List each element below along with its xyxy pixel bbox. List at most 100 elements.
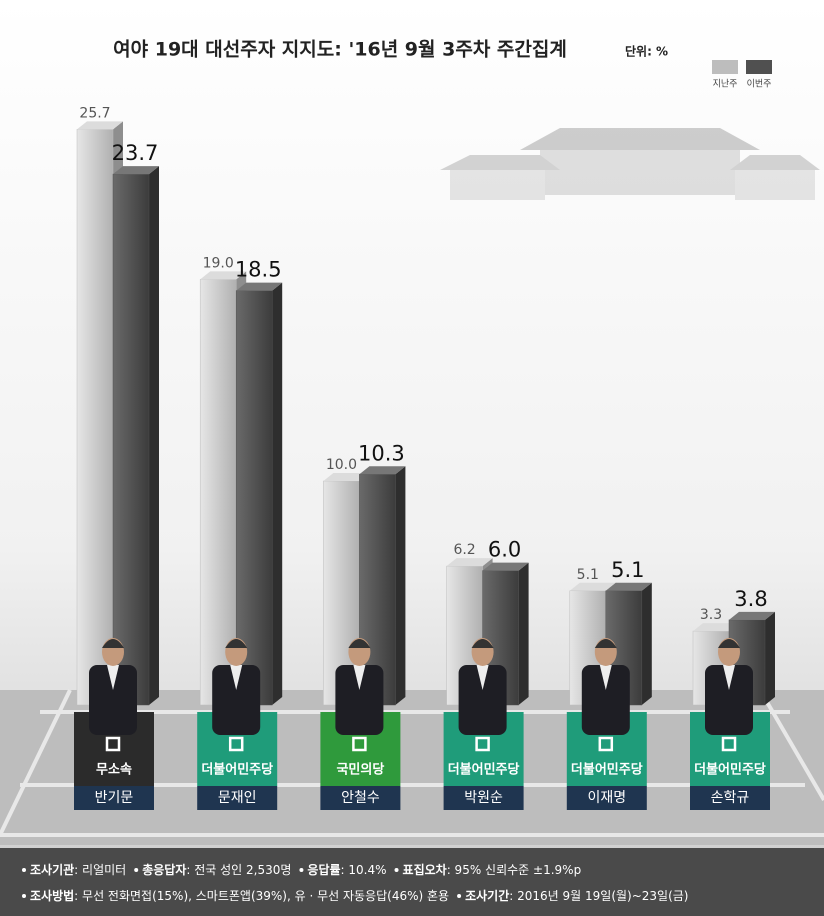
candidate-photo bbox=[705, 638, 753, 735]
candidate-name: 문재인 bbox=[218, 790, 257, 806]
candidate-photo bbox=[89, 638, 137, 735]
suit bbox=[89, 665, 137, 735]
bar-top bbox=[323, 473, 370, 481]
name-strip bbox=[443, 786, 524, 810]
footer-label: 표집오차 bbox=[403, 862, 447, 877]
bar-top bbox=[200, 271, 247, 280]
palace-backdrop bbox=[440, 128, 820, 200]
bar-side bbox=[395, 466, 406, 705]
value-label: 23.7 bbox=[112, 141, 159, 165]
party-icon bbox=[475, 736, 490, 752]
name-strip bbox=[74, 786, 154, 810]
footer-label: 조사방법 bbox=[30, 888, 74, 903]
bar-side bbox=[149, 166, 159, 705]
candidate-photo bbox=[458, 638, 507, 735]
bar-top bbox=[77, 121, 123, 130]
party-label: 국민의당 bbox=[336, 762, 384, 778]
party-label: 더불어민주당 bbox=[201, 762, 273, 778]
footer-bullet bbox=[457, 894, 462, 898]
hair bbox=[348, 639, 371, 648]
shirt bbox=[476, 665, 489, 690]
bar-top bbox=[446, 558, 493, 567]
name-strip bbox=[320, 786, 401, 810]
party-icon bbox=[105, 736, 121, 752]
value-label: 19.0 bbox=[203, 255, 234, 271]
value-label: 6.0 bbox=[488, 538, 521, 562]
legend-label: 지난주 bbox=[713, 79, 738, 90]
footer-bg bbox=[0, 848, 824, 916]
footer-label: 응답률 bbox=[307, 862, 340, 877]
hair bbox=[471, 639, 494, 648]
value-label: 6.2 bbox=[453, 542, 475, 558]
bar-top bbox=[569, 582, 616, 591]
footer-text: : 10.4% bbox=[341, 863, 387, 877]
party-label: 더불어민주당 bbox=[448, 762, 520, 778]
bar-side bbox=[765, 611, 775, 705]
bar-top bbox=[605, 582, 652, 591]
value-label: 3.3 bbox=[700, 607, 722, 623]
bar-top bbox=[236, 282, 283, 291]
value-label: 25.7 bbox=[79, 105, 110, 121]
party-label: 더불어민주당 bbox=[571, 762, 643, 778]
unit-label: 단위: % bbox=[625, 44, 668, 59]
shirt bbox=[230, 665, 243, 690]
hair bbox=[225, 639, 248, 648]
chart-title: 여야 19대 대선주자 지지도: '16년 9월 3주차 주간집계 bbox=[113, 39, 567, 61]
footer-text: : 무선 전화면접(15%), 스마트폰앱(39%), 유 · 무선 자동응답(… bbox=[74, 889, 449, 903]
bar bbox=[199, 279, 237, 706]
party-label: 더불어민주당 bbox=[694, 762, 766, 778]
candidate-name: 안철수 bbox=[341, 790, 380, 806]
candidate-name: 이재명 bbox=[587, 790, 626, 806]
footer-text: : 리얼미터 bbox=[74, 863, 126, 877]
hair bbox=[594, 639, 617, 648]
legend-label: 이번주 bbox=[747, 79, 772, 90]
bar-top bbox=[482, 562, 529, 571]
suit bbox=[212, 665, 261, 735]
floor-grid bbox=[0, 688, 824, 837]
footer-bullet bbox=[394, 868, 399, 872]
candidate-photo bbox=[335, 638, 384, 735]
candidate-photo bbox=[581, 638, 630, 735]
bar-top bbox=[113, 166, 159, 175]
footer-item: 총응답자: 전국 성인 2,530명 bbox=[142, 862, 291, 877]
footer-item: 조사기간: 2016년 9월 19일(월)~23일(금) bbox=[465, 888, 688, 903]
candidate-name: 박원순 bbox=[464, 790, 503, 806]
bar bbox=[76, 129, 114, 706]
value-label: 5.1 bbox=[611, 558, 644, 582]
legend-swatch bbox=[746, 60, 772, 74]
value-label: 10.3 bbox=[358, 441, 405, 465]
hair bbox=[718, 639, 740, 648]
bar bbox=[235, 290, 273, 706]
footer-item: 응답률: 10.4% bbox=[307, 862, 386, 877]
suit bbox=[335, 665, 384, 735]
candidate-name: 반기문 bbox=[95, 790, 134, 806]
bar-top bbox=[693, 623, 739, 632]
value-label: 5.1 bbox=[577, 567, 599, 583]
bar-side bbox=[641, 582, 652, 705]
bar bbox=[112, 173, 150, 706]
footer-label: 조사기간 bbox=[465, 888, 509, 903]
footer-item: 조사방법: 무선 전화면접(15%), 스마트폰앱(39%), 유 · 무선 자… bbox=[30, 888, 449, 903]
suit bbox=[581, 665, 630, 735]
footer-item: 표집오차: 95% 신뢰수준 ±1.9%p bbox=[403, 862, 582, 877]
name-strip bbox=[197, 786, 278, 810]
legend-swatch bbox=[712, 60, 738, 74]
footer-item: 조사기관: 리얼미터 bbox=[30, 862, 126, 877]
suit bbox=[705, 665, 753, 735]
party-icon bbox=[598, 736, 614, 752]
hair bbox=[102, 639, 124, 648]
party-icon bbox=[352, 736, 367, 752]
footer-text: : 2016년 9월 19일(월)~23일(금) bbox=[509, 889, 688, 903]
bar-side bbox=[518, 562, 529, 705]
suit bbox=[458, 665, 507, 735]
footer-bullet bbox=[22, 868, 26, 872]
candidate-photo bbox=[212, 638, 261, 735]
party-icon bbox=[228, 736, 244, 752]
name-strip bbox=[566, 786, 647, 810]
bar-top bbox=[359, 466, 406, 475]
bar-top bbox=[729, 611, 775, 620]
value-label: 18.5 bbox=[235, 258, 282, 282]
footer-text: : 95% 신뢰수준 ±1.9%p bbox=[447, 863, 581, 877]
value-label: 10.0 bbox=[326, 457, 357, 473]
